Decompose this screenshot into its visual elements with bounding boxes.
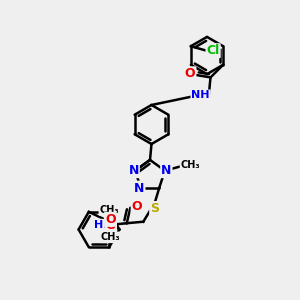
Text: O: O [132, 200, 142, 213]
Text: N: N [128, 164, 139, 177]
Text: S: S [150, 202, 159, 215]
Text: O: O [185, 67, 195, 80]
Text: CH₃: CH₃ [100, 232, 120, 242]
Text: N: N [161, 164, 172, 177]
Text: HN: HN [94, 220, 112, 230]
Text: O: O [105, 219, 116, 232]
Text: NH: NH [191, 90, 210, 100]
Text: CH₃: CH₃ [181, 160, 200, 170]
Text: N: N [134, 182, 145, 195]
Text: CH₃: CH₃ [99, 205, 119, 215]
Text: O: O [105, 213, 116, 226]
Text: Cl: Cl [206, 44, 220, 57]
